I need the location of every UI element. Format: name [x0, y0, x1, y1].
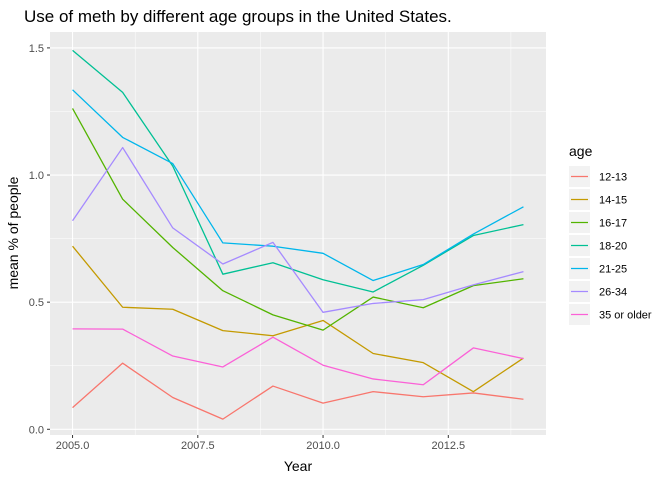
x-tick-label: 2010.0 [306, 440, 340, 452]
y-axis: 0.0 0.5 1.0 1.5 [29, 43, 50, 436]
legend-label: 35 or older [599, 310, 652, 322]
legend-label: 18-20 [599, 241, 627, 253]
legend-item-14-15: 14-15 [569, 189, 627, 210]
x-tick-label: 2005.0 [56, 440, 90, 452]
y-tick-label: 0.5 [29, 297, 44, 309]
legend: age 12-13 14-15 16-17 18-20 21-25 26-34 35 or … [569, 143, 652, 325]
series-line-14-15 [72, 245, 524, 393]
legend-title: age [569, 143, 593, 159]
series-line-18-20 [72, 49, 524, 293]
plot-panel [50, 32, 546, 435]
y-tick-label: 0.0 [29, 424, 44, 436]
series-line-21-25 [72, 89, 524, 282]
legend-label: 12-13 [599, 172, 627, 184]
series-line-35-or-older [72, 328, 524, 386]
legend-label: 21-25 [599, 264, 627, 276]
x-axis: 2005.0 2007.5 2010.0 2012.5 [56, 435, 465, 452]
series-line-12-13 [72, 362, 524, 420]
legend-item-12-13: 12-13 [569, 166, 627, 187]
series-line-26-34 [72, 146, 524, 313]
legend-label: 26-34 [599, 287, 627, 299]
x-tick-label: 2012.5 [431, 440, 465, 452]
legend-label: 14-15 [599, 195, 627, 207]
legend-label: 16-17 [599, 218, 627, 230]
legend-item-26-34: 26-34 [569, 281, 627, 302]
legend-item-18-20: 18-20 [569, 235, 627, 256]
series-line-16-17 [71, 108, 524, 331]
grid-lines [50, 32, 546, 435]
y-axis-title: mean % of people [5, 176, 21, 289]
x-tick-label: 2007.5 [181, 440, 215, 452]
y-tick-label: 1.5 [29, 43, 44, 55]
series-lines [71, 49, 524, 420]
x-axis-title: Year [284, 458, 313, 474]
legend-item-21-25: 21-25 [569, 258, 627, 279]
legend-item-16-17: 16-17 [569, 212, 627, 233]
y-tick-label: 1.0 [29, 170, 44, 182]
legend-item-35-or-older: 35 or older [569, 304, 652, 325]
chart-title: Use of meth by different age groups in t… [24, 7, 452, 26]
